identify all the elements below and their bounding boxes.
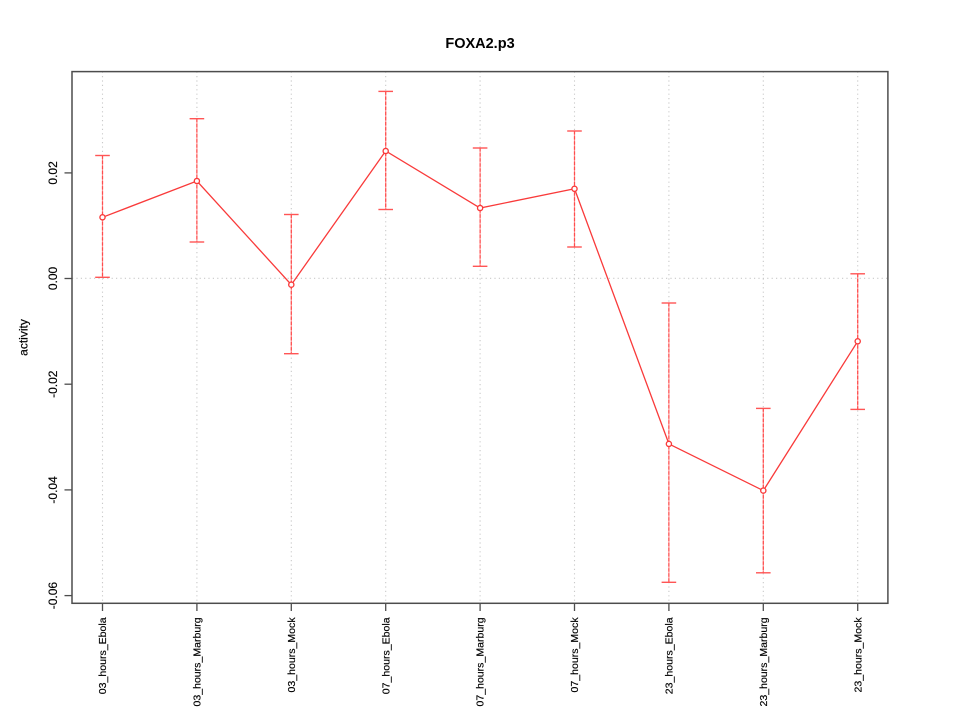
svg-text:23_hours_Ebola: 23_hours_Ebola: [664, 617, 676, 694]
svg-text:03_hours_Mock: 03_hours_Mock: [286, 617, 298, 693]
svg-text:-0.04: -0.04: [46, 476, 60, 504]
svg-text:0.00: 0.00: [46, 266, 60, 290]
svg-text:-0.02: -0.02: [46, 370, 60, 398]
svg-text:23_hours_Marburg: 23_hours_Marburg: [758, 617, 770, 706]
svg-text:0.02: 0.02: [46, 161, 60, 185]
svg-text:07_hours_Mock: 07_hours_Mock: [569, 617, 581, 693]
svg-text:-0.06: -0.06: [46, 582, 60, 610]
svg-text:07_hours_Ebola: 07_hours_Ebola: [380, 617, 392, 694]
svg-text:FOXA2.p3: FOXA2.p3: [445, 36, 514, 52]
svg-text:23_hours_Mock: 23_hours_Mock: [852, 617, 864, 693]
svg-text:03_hours_Ebola: 03_hours_Ebola: [97, 617, 109, 694]
svg-text:03_hours_Marburg: 03_hours_Marburg: [192, 617, 204, 706]
svg-text:07_hours_Marburg: 07_hours_Marburg: [475, 617, 487, 706]
svg-text:activity: activity: [17, 319, 31, 356]
